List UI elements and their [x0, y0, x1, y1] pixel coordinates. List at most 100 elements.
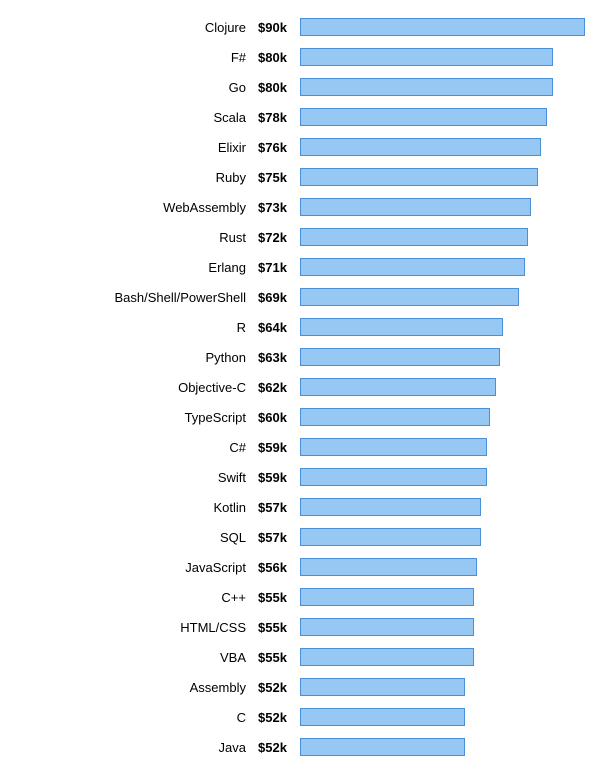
row-label: Scala — [0, 110, 258, 125]
row-value: $55k — [258, 650, 300, 665]
bar — [300, 258, 525, 276]
row-value: $72k — [258, 230, 300, 245]
bar-track — [300, 528, 585, 546]
chart-row: Rust$72k — [0, 222, 599, 252]
bar-track — [300, 438, 585, 456]
row-label: Elixir — [0, 140, 258, 155]
bar — [300, 618, 474, 636]
chart-row: Elixir$76k — [0, 132, 599, 162]
chart-row: F#$80k — [0, 42, 599, 72]
chart-row: Kotlin$57k — [0, 492, 599, 522]
chart-row: TypeScript$60k — [0, 402, 599, 432]
chart-row: Erlang$71k — [0, 252, 599, 282]
chart-row: VBA$55k — [0, 642, 599, 672]
chart-row: Python$63k — [0, 342, 599, 372]
bar-track — [300, 318, 585, 336]
bar — [300, 558, 477, 576]
chart-row: C#$59k — [0, 432, 599, 462]
row-label: VBA — [0, 650, 258, 665]
bar-track — [300, 678, 585, 696]
row-value: $78k — [258, 110, 300, 125]
bar — [300, 588, 474, 606]
row-value: $76k — [258, 140, 300, 155]
row-label: Clojure — [0, 20, 258, 35]
row-value: $52k — [258, 710, 300, 725]
chart-row: SQL$57k — [0, 522, 599, 552]
row-value: $55k — [258, 620, 300, 635]
row-value: $62k — [258, 380, 300, 395]
row-value: $56k — [258, 560, 300, 575]
chart-row: HTML/CSS$55k — [0, 612, 599, 642]
chart-row: Ruby$75k — [0, 162, 599, 192]
bar — [300, 738, 465, 756]
chart-row: Objective-C$62k — [0, 372, 599, 402]
bar — [300, 78, 553, 96]
bar-track — [300, 288, 585, 306]
bar-track — [300, 108, 585, 126]
row-value: $57k — [258, 500, 300, 515]
row-value: $52k — [258, 680, 300, 695]
bar — [300, 468, 487, 486]
bar-track — [300, 468, 585, 486]
bar — [300, 168, 538, 186]
bar — [300, 348, 500, 366]
row-value: $52k — [258, 740, 300, 755]
row-value: $80k — [258, 80, 300, 95]
bar — [300, 678, 465, 696]
bar-track — [300, 498, 585, 516]
bar — [300, 648, 474, 666]
bar-track — [300, 198, 585, 216]
row-label: Swift — [0, 470, 258, 485]
row-label: JavaScript — [0, 560, 258, 575]
bar-track — [300, 18, 585, 36]
row-value: $90k — [258, 20, 300, 35]
bar — [300, 48, 553, 66]
bar-track — [300, 48, 585, 66]
chart-row: C++$55k — [0, 582, 599, 612]
chart-row: Scala$78k — [0, 102, 599, 132]
chart-row: WebAssembly$73k — [0, 192, 599, 222]
bar — [300, 288, 519, 306]
row-label: C++ — [0, 590, 258, 605]
row-value: $73k — [258, 200, 300, 215]
bar-track — [300, 618, 585, 636]
row-label: WebAssembly — [0, 200, 258, 215]
bar — [300, 108, 547, 126]
chart-row: Java$52k — [0, 732, 599, 762]
chart-row: Bash/Shell/PowerShell$69k — [0, 282, 599, 312]
row-label: Bash/Shell/PowerShell — [0, 290, 258, 305]
chart-row: Assembly$52k — [0, 672, 599, 702]
chart-row: JavaScript$56k — [0, 552, 599, 582]
chart-row: R$64k — [0, 312, 599, 342]
bar — [300, 198, 531, 216]
bar-track — [300, 708, 585, 726]
bar — [300, 138, 541, 156]
row-label: Python — [0, 350, 258, 365]
bar — [300, 378, 496, 396]
row-value: $60k — [258, 410, 300, 425]
bar — [300, 408, 490, 426]
row-label: C# — [0, 440, 258, 455]
bar-track — [300, 378, 585, 396]
bar — [300, 18, 585, 36]
row-label: Java — [0, 740, 258, 755]
chart-row: Clojure$90k — [0, 12, 599, 42]
row-value: $55k — [258, 590, 300, 605]
row-label: Kotlin — [0, 500, 258, 515]
row-value: $57k — [258, 530, 300, 545]
row-label: Objective-C — [0, 380, 258, 395]
bar-track — [300, 558, 585, 576]
bar — [300, 708, 465, 726]
row-label: Rust — [0, 230, 258, 245]
bar-track — [300, 348, 585, 366]
chart-row: Swift$59k — [0, 462, 599, 492]
bar — [300, 318, 503, 336]
row-label: C — [0, 710, 258, 725]
row-value: $59k — [258, 470, 300, 485]
bar-track — [300, 228, 585, 246]
row-value: $71k — [258, 260, 300, 275]
row-value: $75k — [258, 170, 300, 185]
bar — [300, 438, 487, 456]
bar — [300, 528, 481, 546]
row-label: Assembly — [0, 680, 258, 695]
